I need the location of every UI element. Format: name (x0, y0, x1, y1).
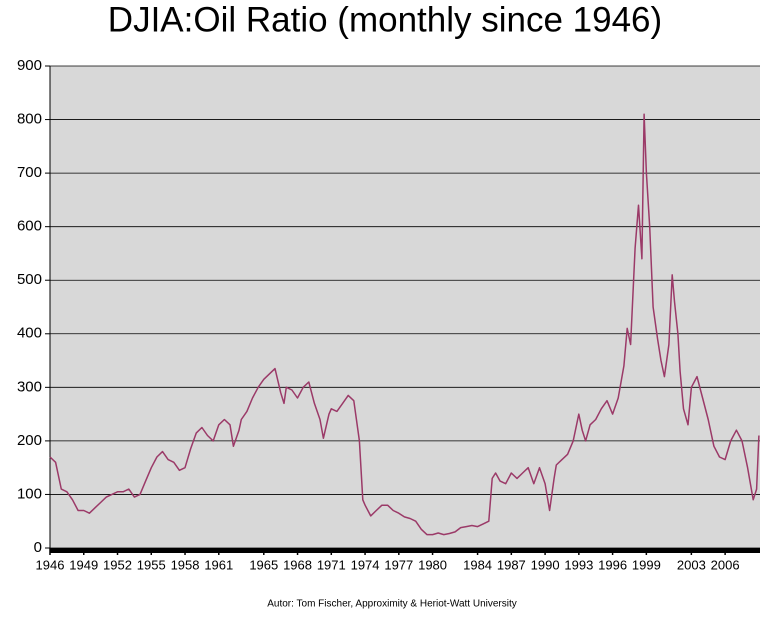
x-tick-label: 1974 (351, 557, 380, 572)
x-tick-label: 1977 (384, 557, 413, 572)
y-tick-label: 900 (17, 57, 42, 74)
x-tick-label: 1980 (418, 557, 447, 572)
data-line (49, 113, 760, 536)
x-tick-label: 1999 (632, 557, 661, 572)
plot-area (50, 66, 760, 548)
x-tick-label: 1949 (69, 557, 98, 572)
y-tick-label: 400 (17, 325, 42, 342)
x-tick-label: 1993 (564, 557, 593, 572)
x-tick-label: 1961 (204, 557, 233, 572)
y-tick-label: 200 (17, 432, 42, 449)
y-tick-label: 300 (17, 378, 42, 395)
x-tick-label: 1968 (283, 557, 312, 572)
x-tick-label: 1996 (598, 557, 627, 572)
y-tick-label: 0 (34, 539, 42, 556)
x-tick-label: 1990 (531, 557, 560, 572)
y-tick-label: 800 (17, 111, 42, 128)
x-tick-label: 2003 (677, 557, 706, 572)
y-tick-label: 500 (17, 271, 42, 288)
footnote: Autor: Tom Fischer, Approximity & Heriot… (267, 599, 517, 610)
x-tick-label: 1965 (249, 557, 278, 572)
x-tick-label: 1971 (317, 557, 346, 572)
x-tick-label: 1987 (497, 557, 526, 572)
y-tick-label: 700 (17, 164, 42, 181)
x-tick-label: 1952 (103, 557, 132, 572)
x-tick-label: 2006 (711, 557, 740, 572)
x-tick-label: 1946 (36, 557, 65, 572)
chart-title: DJIA:Oil Ratio (monthly since 1946) (108, 0, 662, 39)
x-tick-label: 1984 (463, 557, 492, 572)
x-tick-label: 1955 (137, 557, 166, 572)
y-tick-label: 600 (17, 218, 42, 235)
y-tick-label: 100 (17, 485, 42, 502)
x-tick-label: 1958 (171, 557, 200, 572)
x-axis-band (50, 548, 760, 553)
